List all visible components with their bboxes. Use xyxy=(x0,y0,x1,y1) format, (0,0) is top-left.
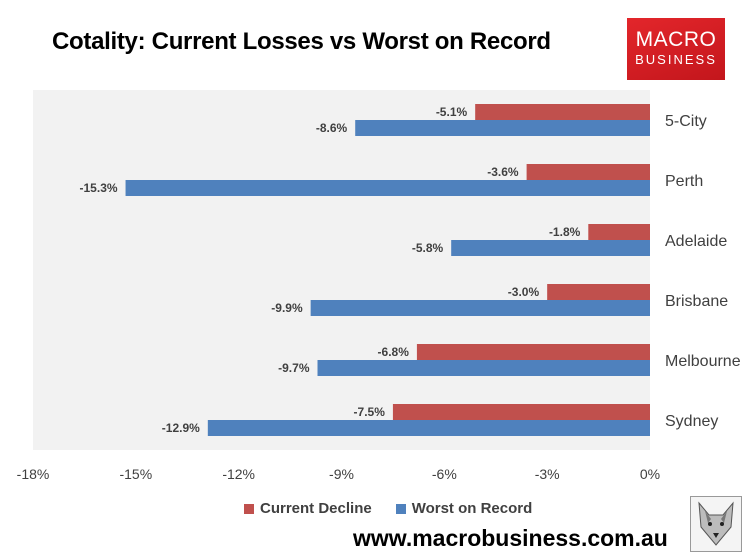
legend-item-worst: Worst on Record xyxy=(395,500,533,517)
x-tick-label: -18% xyxy=(17,466,50,482)
bar-worst-brisbane xyxy=(310,300,650,316)
x-tick-label: -6% xyxy=(432,466,457,482)
legend-label-worst: Worst on Record xyxy=(411,500,533,517)
bar-worst-adelaide xyxy=(451,240,650,256)
legend-swatch-current xyxy=(244,503,254,514)
macrobusiness-logo: MACRO BUSINESS xyxy=(627,18,725,80)
plot-area xyxy=(33,90,650,450)
category-label-brisbane: Brisbane xyxy=(665,293,728,310)
bar-worst-5-city xyxy=(355,120,650,136)
x-tick-label: -3% xyxy=(535,466,560,482)
bar-current-5-city xyxy=(475,104,650,120)
x-tick-label: -9% xyxy=(329,466,354,482)
data-label-current-5-city: -5.1% xyxy=(436,105,468,119)
data-label-worst-melbourne: -9.7% xyxy=(278,361,310,375)
data-label-current-adelaide: -1.8% xyxy=(549,225,581,239)
data-label-current-perth: -3.6% xyxy=(487,165,519,179)
x-tick-label: 0% xyxy=(640,466,660,482)
x-tick-label: -12% xyxy=(222,466,255,482)
bar-current-brisbane xyxy=(547,284,650,300)
legend-item-current: Current Decline xyxy=(244,500,372,517)
category-label-5-city: 5-City xyxy=(665,113,707,130)
chart-legend: Current Decline Worst on Record xyxy=(244,500,532,517)
legend-swatch-worst xyxy=(395,503,406,514)
data-label-worst-sydney: -12.9% xyxy=(162,421,200,435)
category-label-melbourne: Melbourne xyxy=(665,353,741,370)
category-label-adelaide: Adelaide xyxy=(665,233,727,250)
category-label-sydney: Sydney xyxy=(665,413,718,430)
legend-label-current: Current Decline xyxy=(260,500,372,517)
bar-worst-perth xyxy=(125,180,651,196)
logo-line-2: BUSINESS xyxy=(635,52,717,67)
bar-current-sydney xyxy=(392,404,650,420)
data-label-worst-adelaide: -5.8% xyxy=(412,241,444,255)
data-label-worst-perth: -15.3% xyxy=(80,181,118,195)
bar-worst-sydney xyxy=(207,420,651,436)
bar-current-adelaide xyxy=(588,224,650,240)
bar-chart: -5.1% -8.6% 5-City -3.6% -15.3% Perth -1.8% -5.… xyxy=(17,90,741,482)
bar-current-perth xyxy=(526,164,650,180)
data-label-worst-brisbane: -9.9% xyxy=(271,301,303,315)
bar-current-melbourne xyxy=(416,344,650,360)
website-url[interactable]: www.macrobusiness.com.au xyxy=(353,525,668,551)
logo-line-1: MACRO xyxy=(635,28,717,51)
chart-title: Cotality: Current Losses vs Worst on Rec… xyxy=(52,28,551,55)
data-label-current-melbourne: -6.8% xyxy=(378,345,410,359)
data-label-worst-5-city: -8.6% xyxy=(316,121,348,135)
x-tick-label: -15% xyxy=(119,466,152,482)
bar-worst-melbourne xyxy=(317,360,650,376)
data-label-current-sydney: -7.5% xyxy=(354,405,386,419)
category-label-perth: Perth xyxy=(665,173,703,190)
wolf-icon xyxy=(690,496,742,552)
data-label-current-brisbane: -3.0% xyxy=(508,285,540,299)
